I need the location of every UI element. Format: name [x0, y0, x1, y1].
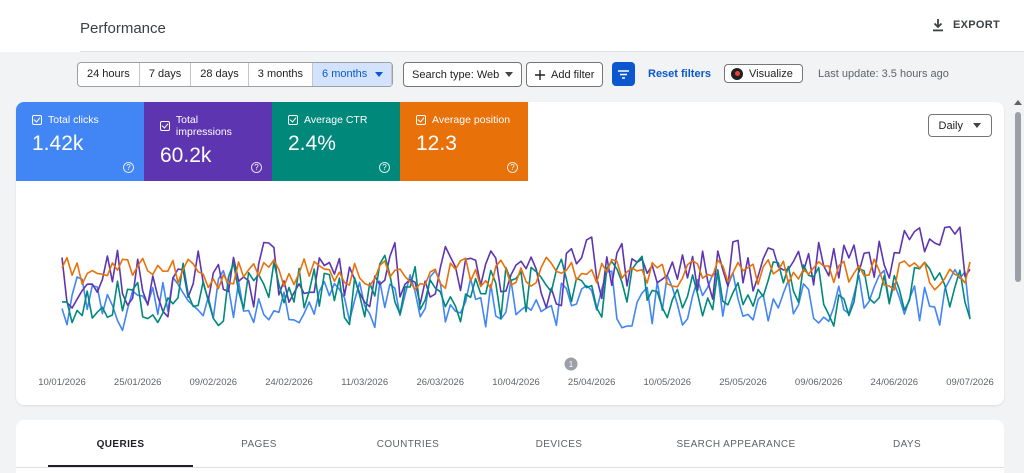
x-tick-label: 09/07/2026	[946, 377, 994, 388]
caret-down-icon	[505, 72, 514, 77]
export-button[interactable]: EXPORT	[931, 18, 1000, 32]
scrollbar-thumb[interactable]	[1015, 112, 1021, 282]
metric-label: Average position	[432, 114, 511, 126]
metric-total-clicks[interactable]: Total clicks 1.42k ?	[16, 102, 144, 181]
add-filter-button[interactable]: Add filter	[526, 62, 604, 87]
range-6-months-label: 6 months	[322, 68, 368, 80]
tab-countries[interactable]: COUNTRIES	[376, 439, 440, 450]
date-range-selector: 24 hours 7 days 28 days 3 months 6 month…	[77, 62, 394, 87]
caret-down-icon	[375, 72, 384, 77]
range-7-days[interactable]: 7 days	[140, 63, 192, 86]
checkbox-icon	[416, 115, 426, 125]
metric-label: Total clicks	[48, 114, 99, 126]
range-28-days[interactable]: 28 days	[191, 63, 249, 86]
tabs-divider	[16, 467, 1004, 468]
page-scrollbar[interactable]	[1013, 100, 1022, 473]
performance-chart[interactable]: 1 10/01/2026 25/01/2026 09/02/2026 24/02/202…	[16, 181, 1004, 405]
reset-filters-link[interactable]: Reset filters	[648, 68, 711, 80]
caret-down-icon	[973, 123, 981, 128]
metric-value: 2.4%	[288, 132, 336, 155]
x-tick-label: 25/04/2026	[568, 377, 616, 388]
search-type-label: Search type: Web	[412, 68, 500, 81]
x-tick-label: 10/04/2026	[492, 377, 540, 388]
metric-average-position[interactable]: Average position 12.3 ?	[400, 102, 528, 181]
help-icon[interactable]: ?	[123, 162, 134, 173]
visualize-label: Visualize	[749, 67, 793, 80]
toolbar-divider	[391, 64, 392, 86]
download-icon	[932, 19, 943, 32]
metric-average-ctr[interactable]: Average CTR 2.4% ?	[272, 102, 400, 181]
filter-settings-button[interactable]	[612, 62, 635, 86]
x-tick-label: 24/06/2026	[871, 377, 919, 388]
checkbox-icon	[160, 121, 170, 131]
metric-value: 60.2k	[160, 144, 212, 167]
active-tab-indicator	[48, 465, 193, 467]
tab-days[interactable]: DAYS	[892, 439, 922, 450]
export-label: EXPORT	[952, 19, 1000, 31]
x-tick-label: 09/02/2026	[190, 377, 238, 388]
x-tick-label: 11/03/2026	[341, 377, 388, 388]
annotation-marker[interactable]	[564, 357, 578, 371]
tab-devices[interactable]: DEVICES	[535, 439, 583, 450]
metric-value: 1.42k	[32, 132, 84, 155]
tab-search-appearance[interactable]: SEARCH APPEARANCE	[676, 439, 796, 450]
help-icon[interactable]: ?	[251, 162, 262, 173]
series-line-2	[61, 254, 971, 327]
series-line-3	[61, 256, 971, 291]
granularity-label: Daily	[938, 119, 963, 132]
last-update-text: Last update: 3.5 hours ago	[818, 68, 949, 80]
filter-list-icon	[618, 69, 629, 79]
filter-toolbar: 24 hours 7 days 28 days 3 months 6 month…	[0, 52, 1024, 102]
search-type-dropdown[interactable]: Search type: Web	[403, 62, 523, 87]
performance-card: Total clicks 1.42k ? Total impressions 6…	[16, 102, 1004, 405]
metric-value: 12.3	[416, 132, 457, 155]
visualize-icon	[731, 67, 743, 80]
header-divider	[80, 51, 1024, 52]
tab-queries[interactable]: QUERIES	[96, 439, 145, 450]
checkbox-icon	[32, 115, 42, 125]
x-tick-label: 26/03/2026	[417, 377, 465, 388]
range-6-months[interactable]: 6 months	[313, 63, 393, 86]
metric-label: Average CTR	[304, 114, 368, 126]
x-tick-label: 10/05/2026	[644, 377, 692, 388]
help-icon[interactable]: ?	[379, 162, 390, 173]
series-line-1	[61, 225, 971, 318]
x-tick-label: 09/06/2026	[795, 377, 843, 388]
x-tick-label: 24/02/2026	[265, 377, 313, 388]
dimension-tabs: QUERIES PAGES COUNTRIES DEVICES SEARCH A…	[16, 420, 1004, 473]
x-tick-label: 25/05/2026	[719, 377, 767, 388]
metric-label: Total impressions	[175, 114, 232, 138]
visualize-button[interactable]: Visualize	[724, 64, 803, 83]
scroll-up-icon[interactable]	[1014, 100, 1022, 105]
annotation-marker-label: 1	[569, 360, 574, 369]
metric-total-impressions[interactable]: Total impressions 60.2k ?	[144, 102, 272, 181]
checkbox-icon	[288, 115, 298, 125]
range-3-months[interactable]: 3 months	[249, 63, 314, 86]
help-icon[interactable]: ?	[507, 162, 518, 173]
granularity-dropdown[interactable]: Daily	[927, 114, 992, 137]
range-24-hours[interactable]: 24 hours	[78, 63, 140, 86]
plus-icon	[535, 69, 545, 80]
tab-pages[interactable]: PAGES	[241, 439, 277, 450]
x-tick-label: 25/01/2026	[114, 377, 162, 388]
page-header: Performance EXPORT	[0, 0, 1024, 52]
page-title: Performance	[80, 20, 166, 37]
add-filter-label: Add filter	[551, 68, 595, 81]
x-tick-label: 10/01/2026	[38, 377, 86, 388]
